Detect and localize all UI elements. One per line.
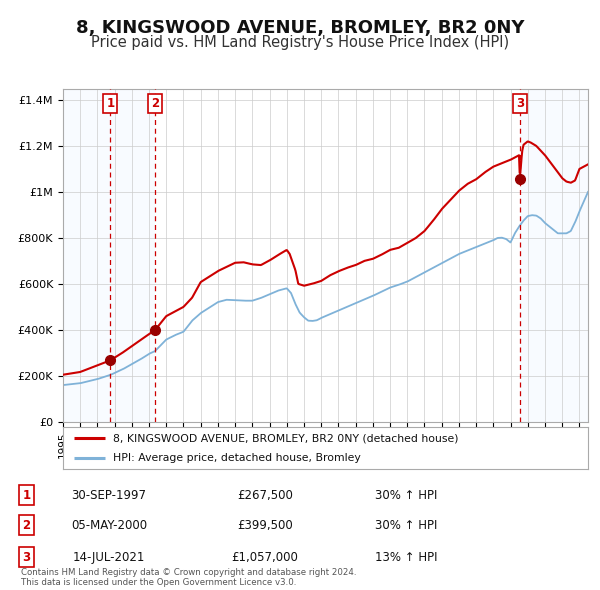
Text: 30% ↑ HPI: 30% ↑ HPI: [374, 489, 437, 502]
Text: Contains HM Land Registry data © Crown copyright and database right 2024.
This d: Contains HM Land Registry data © Crown c…: [21, 568, 356, 587]
Text: 3: 3: [516, 97, 524, 110]
Bar: [520, 88, 588, 422]
Text: 14-JUL-2021: 14-JUL-2021: [73, 550, 145, 563]
Text: 1: 1: [106, 97, 115, 110]
Text: 2: 2: [151, 97, 159, 110]
Text: 05-MAY-2000: 05-MAY-2000: [71, 519, 147, 532]
Text: 1: 1: [23, 489, 31, 502]
Text: 30% ↑ HPI: 30% ↑ HPI: [374, 519, 437, 532]
Text: 13% ↑ HPI: 13% ↑ HPI: [374, 550, 437, 563]
Bar: [110, 88, 155, 422]
Text: 3: 3: [23, 550, 31, 563]
Text: £399,500: £399,500: [237, 519, 293, 532]
Bar: [63, 88, 110, 422]
Text: 2: 2: [23, 519, 31, 532]
Text: Price paid vs. HM Land Registry's House Price Index (HPI): Price paid vs. HM Land Registry's House …: [91, 35, 509, 50]
Text: 8, KINGSWOOD AVENUE, BROMLEY, BR2 0NY: 8, KINGSWOOD AVENUE, BROMLEY, BR2 0NY: [76, 19, 524, 37]
Text: HPI: Average price, detached house, Bromley: HPI: Average price, detached house, Brom…: [113, 453, 361, 463]
Text: 30-SEP-1997: 30-SEP-1997: [71, 489, 146, 502]
Text: £1,057,000: £1,057,000: [231, 550, 298, 563]
Text: £267,500: £267,500: [237, 489, 293, 502]
Text: 8, KINGSWOOD AVENUE, BROMLEY, BR2 0NY (detached house): 8, KINGSWOOD AVENUE, BROMLEY, BR2 0NY (d…: [113, 433, 458, 443]
